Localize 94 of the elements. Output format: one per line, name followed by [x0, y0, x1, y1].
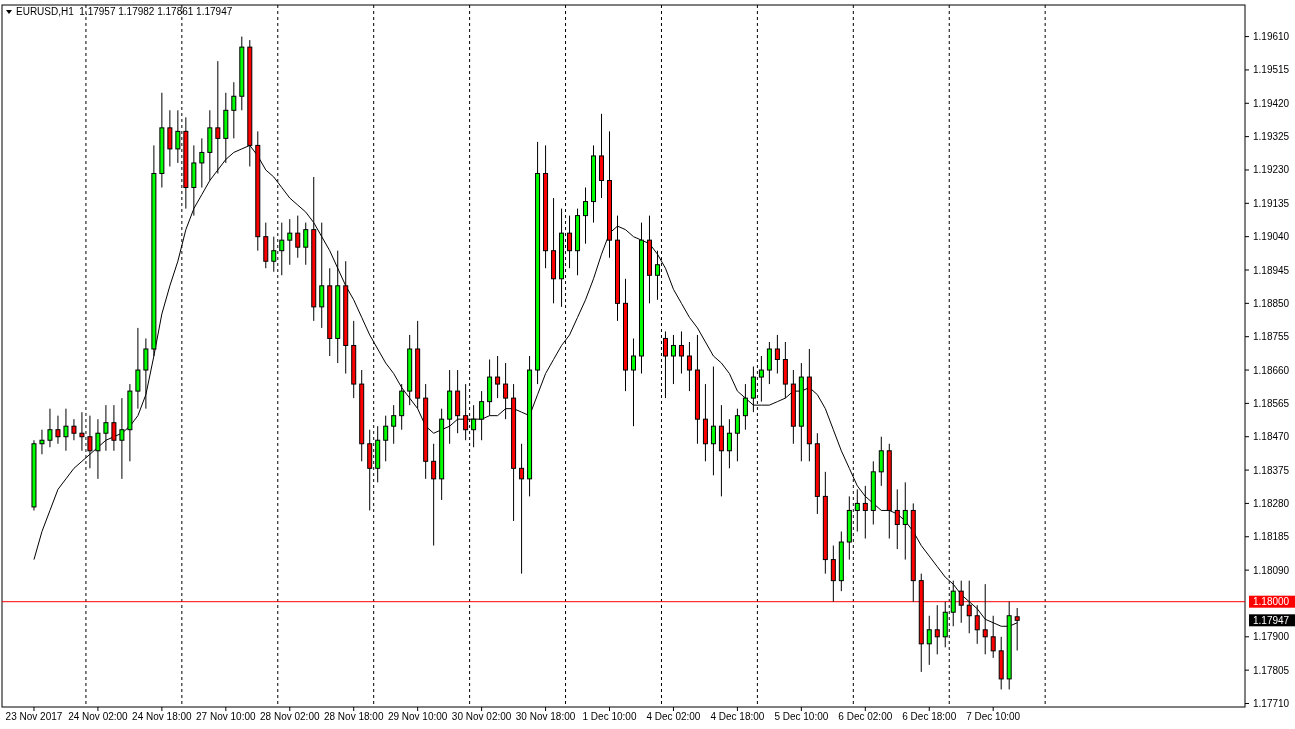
- candlestick: [79, 411, 85, 452]
- candlestick: [383, 415, 389, 462]
- candlestick: [287, 218, 293, 266]
- y-tick-label: 1.18470: [1253, 431, 1290, 443]
- candlestick: [734, 408, 740, 462]
- candlestick: [766, 341, 772, 385]
- x-tick-label: 5 Dec 10:00: [774, 711, 829, 722]
- candlestick: [319, 222, 325, 329]
- candlestick: [167, 109, 173, 167]
- y-tick-label: 1.18565: [1253, 397, 1290, 409]
- x-tick-label: 24 Nov 18:00: [132, 711, 193, 722]
- x-tick-label: 23 Nov 2017: [5, 711, 63, 722]
- y-tick-label: 1.19230: [1253, 164, 1290, 176]
- candlestick: [750, 366, 756, 413]
- x-tick-label: 4 Dec 18:00: [710, 711, 765, 722]
- y-tick-label: 1.19515: [1253, 64, 1290, 76]
- y-tick-label: 1.18090: [1253, 564, 1290, 576]
- candlestick: [463, 383, 469, 441]
- candlestick: [391, 404, 397, 445]
- candlestick: [95, 418, 101, 480]
- y-tick-label: 1.18185: [1253, 531, 1290, 543]
- candlestick: [670, 334, 676, 385]
- candlestick: [47, 408, 53, 448]
- x-tick-label: 24 Nov 02:00: [68, 711, 129, 722]
- x-tick-label: 4 Dec 02:00: [646, 711, 701, 722]
- candlestick: [774, 334, 780, 375]
- candlestick: [175, 109, 181, 164]
- candlestick: [902, 481, 908, 561]
- candlestick: [103, 404, 109, 452]
- candlestick: [519, 443, 525, 575]
- y-tick-label: 1.19040: [1253, 231, 1290, 243]
- y-tick-label: 1.18755: [1253, 331, 1290, 343]
- candlestick: [71, 418, 77, 441]
- candlestick: [854, 488, 860, 532]
- x-tick-label: 30 Nov 02:00: [451, 711, 512, 722]
- y-tick-label: 1.17710: [1253, 697, 1290, 709]
- candlestick: [742, 383, 748, 431]
- candlestick: [926, 615, 932, 666]
- candlestick: [894, 488, 900, 550]
- y-tick-label: 1.19610: [1253, 31, 1290, 43]
- x-tick-label: 6 Dec 02:00: [838, 711, 893, 722]
- candlestick: [567, 215, 573, 269]
- candlestick: [630, 337, 636, 427]
- x-tick-label: 28 Nov 18:00: [323, 711, 384, 722]
- candlestick: [654, 250, 660, 301]
- x-tick-label: 6 Dec 18:00: [902, 711, 957, 722]
- y-tick-label: 1.18375: [1253, 464, 1290, 476]
- x-tick-label: 29 Nov 10:00: [387, 711, 448, 722]
- x-tick-label: 27 Nov 10:00: [196, 711, 256, 722]
- candlestick: [295, 215, 301, 259]
- candlestick: [87, 415, 93, 469]
- candlestick: [231, 81, 237, 139]
- candlestick: [431, 443, 437, 547]
- candlestick: [726, 418, 732, 469]
- text: 1.17947: [1253, 614, 1290, 626]
- candlestick: [279, 222, 285, 276]
- x-tick-label: 28 Nov 02:00: [260, 711, 320, 722]
- candlestick: [662, 330, 668, 399]
- candlestick: [503, 362, 509, 420]
- ref-line-label: 1.18000: [1253, 596, 1290, 608]
- y-tick-label: 1.19325: [1253, 131, 1290, 143]
- candlestick: [119, 397, 125, 480]
- candlestick: [135, 327, 141, 410]
- candlestick: [143, 337, 149, 410]
- chart-title: EURUSD,H1 1.17957 1.17982 1.17861 1.17947: [16, 6, 233, 17]
- y-tick-label: 1.19420: [1253, 97, 1290, 109]
- y-tick-label: 1.19135: [1253, 197, 1290, 209]
- x-tick-label: 1 Dec 10:00: [582, 711, 637, 722]
- y-tick-label: 1.18850: [1253, 297, 1290, 309]
- y-tick-label: 1.18280: [1253, 497, 1290, 509]
- y-tick-label: 1.18945: [1253, 264, 1290, 276]
- candlestick: [686, 341, 692, 392]
- candlestick: [111, 404, 117, 452]
- candlestick: [479, 390, 485, 441]
- y-tick-label: 1.17900: [1253, 631, 1290, 643]
- candlestick: [471, 404, 477, 448]
- candlestick: [710, 366, 716, 476]
- candlestick: [758, 355, 764, 403]
- y-tick-label: 1.18660: [1253, 364, 1290, 376]
- candlestick: [271, 236, 277, 273]
- candlestick: [39, 429, 45, 455]
- candlestick: [199, 137, 205, 189]
- candlestick: [862, 485, 868, 540]
- candlestick: [495, 355, 501, 399]
- x-tick-label: 7 Dec 10:00: [966, 711, 1021, 722]
- y-tick-label: 1.17805: [1253, 664, 1290, 676]
- candlestick: [878, 436, 884, 487]
- candlestick: [55, 415, 61, 445]
- x-tick-label: 30 Nov 18:00: [515, 711, 576, 722]
- candlestick: [678, 330, 684, 375]
- candlestick: [303, 222, 309, 266]
- candlestick: [583, 187, 589, 245]
- candlestick: [934, 604, 940, 655]
- candlestick: [63, 408, 69, 452]
